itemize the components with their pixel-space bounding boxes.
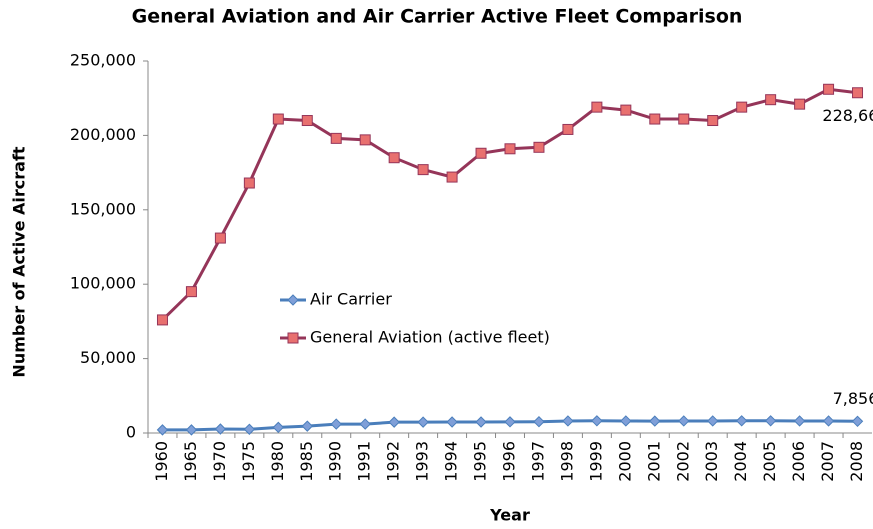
data-point xyxy=(823,83,835,95)
data-point xyxy=(649,113,661,125)
x-tick-label: 1994 xyxy=(442,441,461,482)
data-point xyxy=(793,415,806,427)
data-label: 7,856 xyxy=(833,389,873,408)
x-tick-label: 2004 xyxy=(731,441,750,482)
data-point xyxy=(359,134,371,146)
data-point xyxy=(156,314,168,326)
x-tick-label: 1993 xyxy=(413,441,432,482)
x-tick-label: 1990 xyxy=(326,441,345,482)
data-point xyxy=(562,415,574,427)
data-point xyxy=(620,104,632,116)
x-tick-label: 1995 xyxy=(471,441,490,482)
x-tick-label: 2002 xyxy=(673,441,692,482)
data-point xyxy=(504,143,516,155)
x-tick-label: 2006 xyxy=(789,441,808,482)
data-point xyxy=(591,415,603,427)
x-tick-label: 2003 xyxy=(702,441,721,482)
data-point xyxy=(301,115,313,127)
x-tick-label: 1960 xyxy=(152,441,171,482)
data-point xyxy=(851,415,864,428)
x-axis-title: Year xyxy=(489,506,530,525)
y-tick-label: 200,000 xyxy=(70,125,136,144)
data-point xyxy=(504,416,516,428)
y-tick-label: 0 xyxy=(126,423,136,442)
data-point xyxy=(417,164,429,176)
x-tick-label: 1999 xyxy=(586,441,605,482)
y-tick-label: 250,000 xyxy=(70,51,136,70)
data-point xyxy=(736,101,748,113)
legend-marker xyxy=(287,294,299,306)
data-point xyxy=(359,418,371,430)
x-tick-label: 1965 xyxy=(181,441,200,482)
data-point xyxy=(707,415,719,427)
data-point xyxy=(185,424,198,436)
data-point xyxy=(678,415,690,427)
data-point xyxy=(649,415,661,427)
legend-label: Air Carrier xyxy=(310,290,392,309)
legend-label: General Aviation (active fleet) xyxy=(310,328,550,347)
x-tick-label: 1991 xyxy=(355,441,374,482)
x-tick-label: 1970 xyxy=(210,441,229,482)
data-point xyxy=(446,171,458,183)
y-tick-label: 100,000 xyxy=(70,274,136,293)
data-point xyxy=(156,424,169,436)
chart-title: General Aviation and Air Carrier Active … xyxy=(132,6,743,28)
data-point xyxy=(533,415,545,428)
data-point xyxy=(475,147,487,159)
y-tick-label: 150,000 xyxy=(70,199,136,218)
x-tick-label: 1980 xyxy=(268,441,287,482)
x-tick-label: 2000 xyxy=(615,441,634,482)
data-point xyxy=(735,415,748,427)
data-point xyxy=(272,421,285,434)
data-point xyxy=(852,87,864,99)
data-point xyxy=(562,123,574,135)
data-point xyxy=(620,415,632,427)
data-point xyxy=(243,177,255,189)
data-point xyxy=(330,418,342,430)
y-tick-label: 50,000 xyxy=(80,348,136,367)
data-point xyxy=(214,232,226,244)
data-point xyxy=(388,416,400,428)
data-point xyxy=(330,132,342,144)
data-point xyxy=(301,420,313,432)
x-tick-label: 1975 xyxy=(239,441,258,482)
data-point xyxy=(591,101,603,113)
data-point xyxy=(475,416,487,428)
y-axis-title: Number of Active Aircraft xyxy=(10,146,29,377)
x-tick-label: 1998 xyxy=(557,441,576,482)
x-tick-label: 1996 xyxy=(500,441,519,482)
data-point xyxy=(765,94,777,106)
data-point xyxy=(417,416,429,428)
data-label: 228,663 xyxy=(822,106,873,125)
data-point xyxy=(185,286,197,298)
data-point xyxy=(214,423,227,435)
x-tick-label: 1997 xyxy=(528,441,547,482)
x-tick-label: 2008 xyxy=(847,441,866,482)
data-point xyxy=(822,415,835,427)
data-point xyxy=(243,423,256,435)
data-point xyxy=(272,113,284,125)
data-point xyxy=(446,416,458,428)
x-tick-label: 2007 xyxy=(818,441,837,482)
data-point xyxy=(678,113,690,125)
data-point xyxy=(794,98,806,110)
x-tick-label: 2001 xyxy=(644,441,663,482)
data-point xyxy=(707,115,719,127)
x-tick-label: 1985 xyxy=(297,441,316,482)
legend-marker xyxy=(287,332,299,344)
x-tick-label: 2005 xyxy=(760,441,779,482)
data-point xyxy=(764,415,777,427)
data-point xyxy=(533,141,545,153)
data-point xyxy=(388,152,400,164)
x-tick-label: 1992 xyxy=(384,441,403,482)
series-line xyxy=(161,87,858,321)
